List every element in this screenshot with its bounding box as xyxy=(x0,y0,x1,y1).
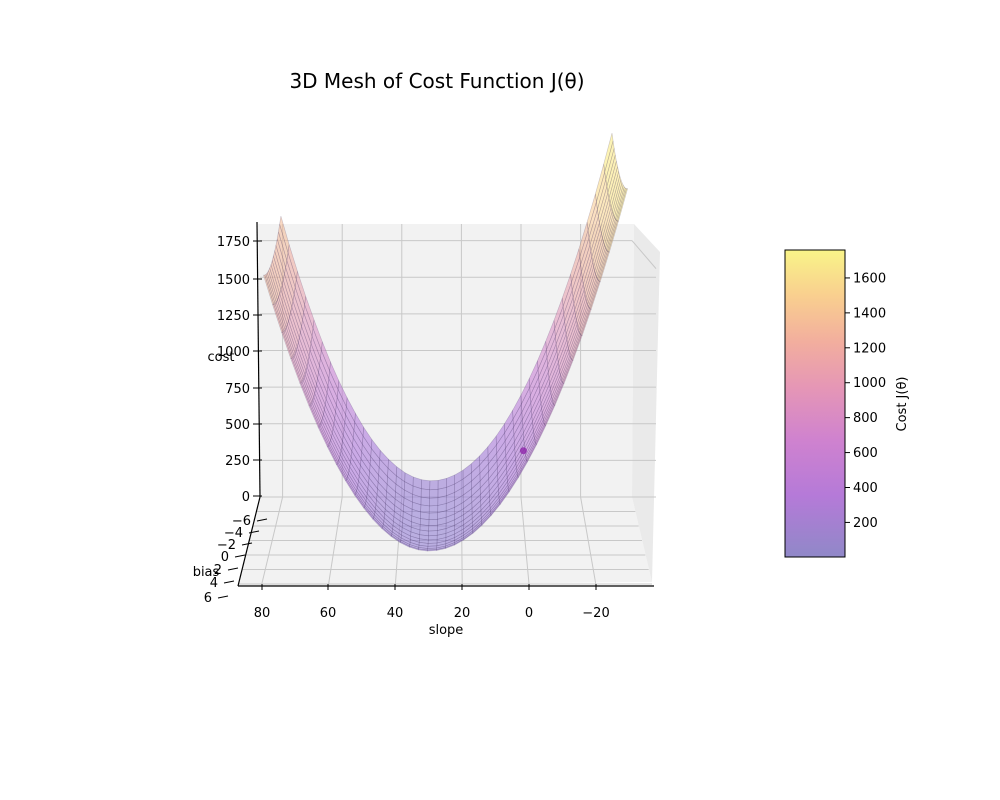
x-tick-label: 80 xyxy=(254,606,271,621)
z-tick-label: 0 xyxy=(242,490,250,505)
y-tick-mark xyxy=(217,595,229,599)
x-tick-label: −20 xyxy=(582,606,609,621)
surface-patch xyxy=(428,524,438,532)
y-tick-label: −6 xyxy=(232,514,251,529)
axis-lines xyxy=(237,221,654,587)
colorbar-tick-label: 400 xyxy=(853,481,878,496)
y-tick-mark xyxy=(256,518,268,522)
z-tick-label: 1250 xyxy=(217,309,250,324)
z-tick-label: 750 xyxy=(225,382,250,397)
y-tick-mark xyxy=(241,542,253,546)
z-tick-label: 1000 xyxy=(217,345,250,360)
surface-patch xyxy=(427,549,437,552)
colorbar-tick-label: 800 xyxy=(853,411,878,426)
y-axis-label: bias xyxy=(193,565,220,580)
colorbar-tick-label: 200 xyxy=(853,516,878,531)
y-tick-mark xyxy=(234,554,246,558)
surface-patch xyxy=(420,504,430,514)
z-tick-label: 500 xyxy=(225,418,250,433)
grid-line-side xyxy=(631,240,657,269)
z-tick-label: 250 xyxy=(225,454,250,469)
x-tick-label: 0 xyxy=(525,606,533,621)
surface-patch xyxy=(427,534,438,541)
surface-patch xyxy=(428,530,438,537)
surface-patch xyxy=(428,518,438,527)
surface-patch xyxy=(429,480,439,491)
colorbar-tick-label: 600 xyxy=(853,446,878,461)
colorbar-tick-label: 1600 xyxy=(853,271,886,286)
x-axis-label: slope xyxy=(429,623,464,638)
surface-patch xyxy=(428,505,439,514)
colorbar-label: Cost J(θ) xyxy=(895,377,910,432)
surface-patch xyxy=(420,496,430,507)
z-axis-label: cost xyxy=(208,350,235,365)
y-tick-mark xyxy=(248,530,260,534)
z-tick-label: 1500 xyxy=(217,273,250,288)
surface-patch xyxy=(420,479,431,491)
surface-patch xyxy=(420,488,431,499)
surface-patch xyxy=(428,512,439,521)
x-tick-label: 20 xyxy=(454,606,471,621)
surface-patch xyxy=(429,488,439,499)
cost-surface xyxy=(263,133,629,552)
y-tick-label: −2 xyxy=(217,538,236,553)
colorbar: 200 400 600 800 1000 1200 1400 1600 Cost J(θ) xyxy=(784,249,910,558)
surface-patch xyxy=(263,274,275,306)
y-tick-mark xyxy=(223,580,235,584)
y-tick-label: 2 xyxy=(214,563,222,578)
y-axis-line xyxy=(237,496,261,587)
y-tick-label: −4 xyxy=(224,526,243,541)
colorbar-tick-label: 1400 xyxy=(853,306,886,321)
colorbar-tick-label: 1200 xyxy=(853,341,886,356)
colorbar-tick-label: 1000 xyxy=(853,376,886,391)
y-tick-label: 6 xyxy=(204,591,212,606)
y-tick-mark xyxy=(227,567,239,571)
marker-point xyxy=(519,447,527,455)
y-tick-label: 0 xyxy=(221,550,229,565)
x-tick-label: 60 xyxy=(320,606,337,621)
x-tick-label: 40 xyxy=(387,606,404,621)
y-tick-label: 4 xyxy=(210,576,218,591)
surface-patch xyxy=(428,497,439,507)
z-tick-label: 1750 xyxy=(217,235,250,250)
z-axis-line xyxy=(256,221,261,498)
chart-title: 3D Mesh of Cost Function J(θ) xyxy=(289,69,584,93)
marker-dot xyxy=(519,447,527,455)
colorbar-ticks: 200 400 600 800 1000 1200 1400 1600 xyxy=(845,271,886,531)
colorbar-gradient xyxy=(784,249,846,558)
